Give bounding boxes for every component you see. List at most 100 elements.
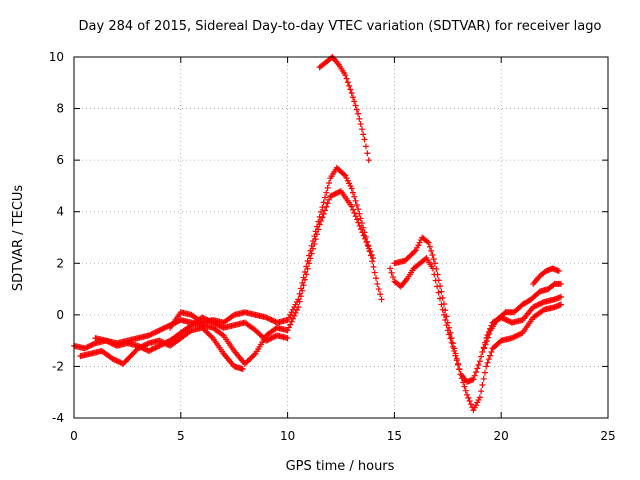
x-tick-label: 0 — [70, 429, 78, 443]
data-point — [269, 334, 276, 341]
data-point — [309, 238, 316, 245]
data-point — [488, 348, 495, 355]
data-point — [558, 301, 565, 308]
data-point — [476, 358, 483, 365]
data-point — [353, 106, 360, 113]
data-point — [153, 328, 160, 335]
data-point — [159, 341, 166, 348]
data-point — [271, 333, 278, 340]
data-point — [287, 321, 294, 328]
data-point — [365, 243, 372, 250]
data-point — [151, 345, 158, 352]
data-point — [284, 335, 291, 342]
data-point — [474, 365, 481, 372]
data-point — [351, 98, 358, 105]
data-point — [300, 274, 307, 281]
y-tick-label: 4 — [56, 205, 64, 219]
data-point — [532, 302, 539, 309]
data-point — [325, 196, 332, 203]
data-point — [336, 188, 343, 195]
y-tick-label: 6 — [56, 153, 64, 167]
data-point — [292, 309, 299, 316]
data-point — [153, 344, 160, 351]
data-point — [539, 299, 546, 306]
data-point — [362, 143, 369, 150]
data-point — [348, 203, 355, 210]
data-point — [149, 330, 156, 337]
data-point — [151, 329, 158, 336]
data-point — [388, 269, 395, 276]
series-track-7 — [391, 234, 565, 385]
data-point — [295, 296, 302, 303]
chart-title: Day 284 of 2015, Sidereal Day-to-day VTE… — [79, 19, 602, 34]
data-point — [476, 394, 483, 401]
data-point — [429, 252, 436, 259]
data-point — [268, 317, 275, 324]
data-point — [139, 344, 146, 351]
data-point — [311, 233, 318, 240]
data-point — [152, 329, 159, 336]
data-point — [361, 229, 368, 236]
data-point — [108, 340, 115, 347]
data-point — [155, 327, 162, 334]
data-point — [83, 344, 90, 351]
data-point — [187, 328, 194, 335]
series-track-1 — [71, 188, 377, 367]
data-point — [511, 333, 518, 340]
data-point — [263, 314, 270, 321]
data-point — [141, 346, 148, 353]
data-point — [356, 210, 363, 217]
data-point — [349, 94, 356, 101]
data-point — [439, 294, 446, 301]
data-point — [110, 356, 117, 363]
data-point — [265, 315, 272, 322]
data-point — [353, 202, 360, 209]
y-tick-label: 10 — [49, 50, 64, 64]
data-point — [229, 312, 236, 319]
data-point — [430, 256, 437, 263]
data-point — [447, 329, 454, 336]
data-point — [478, 353, 485, 360]
data-point — [531, 303, 538, 310]
data-point — [535, 301, 542, 308]
data-point — [163, 339, 170, 346]
data-point — [265, 336, 272, 343]
series-track-4 — [167, 164, 385, 331]
data-point — [333, 190, 340, 197]
data-point — [362, 233, 369, 240]
data-point — [487, 352, 494, 359]
data-point — [368, 251, 375, 258]
data-point — [361, 136, 368, 143]
data-point — [107, 339, 114, 346]
data-point — [271, 318, 278, 325]
points-layer — [71, 54, 565, 414]
data-point — [147, 347, 154, 354]
data-point — [374, 280, 381, 287]
data-point — [514, 332, 521, 339]
data-point — [291, 312, 298, 319]
data-point — [299, 279, 306, 286]
data-point — [136, 343, 143, 350]
data-point — [389, 274, 396, 281]
data-point — [308, 242, 315, 249]
data-point — [357, 215, 364, 222]
data-point — [435, 277, 442, 284]
data-point — [375, 286, 382, 293]
data-point — [341, 171, 348, 178]
data-point — [351, 210, 358, 217]
data-point — [301, 268, 308, 275]
data-point — [449, 340, 456, 347]
x-tick-label: 15 — [387, 429, 402, 443]
data-point — [239, 366, 246, 373]
data-point — [467, 401, 474, 408]
data-point — [91, 340, 98, 347]
data-point — [373, 275, 380, 282]
data-point — [444, 319, 451, 326]
data-point — [436, 295, 443, 302]
data-point — [145, 347, 152, 354]
data-point — [316, 213, 323, 220]
data-point — [530, 304, 537, 311]
data-point — [112, 356, 119, 363]
data-point — [503, 317, 510, 324]
